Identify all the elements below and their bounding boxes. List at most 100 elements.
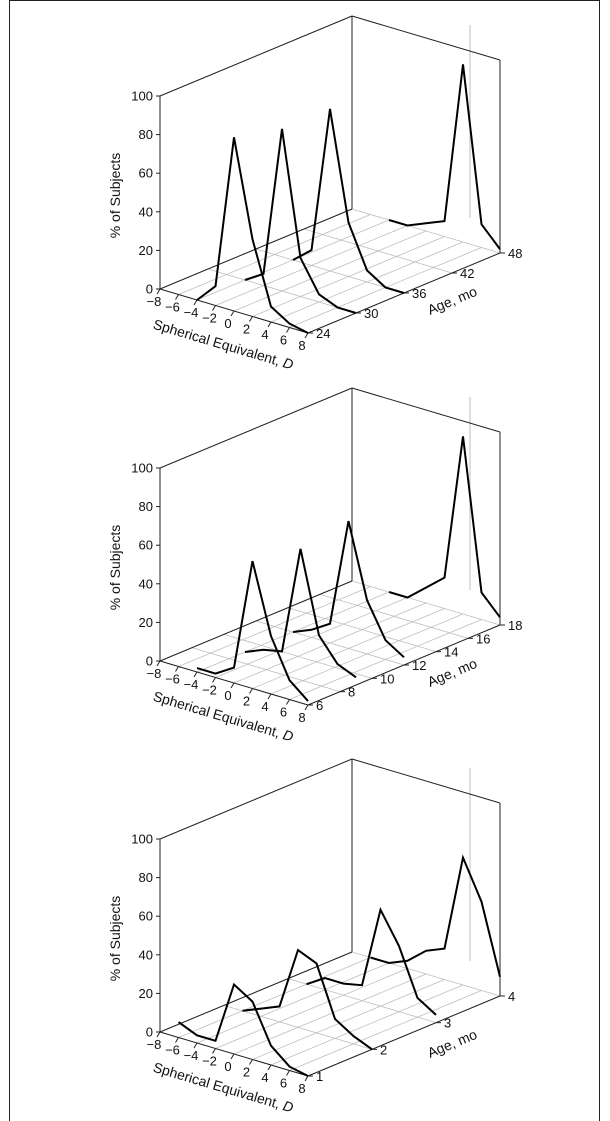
- grid-line-x: [233, 973, 427, 1055]
- grid-line-x: [215, 968, 408, 1049]
- top-diagonal-edge: [159, 387, 353, 469]
- series-line-age-1: [177, 982, 309, 1077]
- y-tick-label: 20: [139, 243, 153, 258]
- grid-line-z: [191, 647, 341, 693]
- grid-line-z: [287, 978, 437, 1024]
- floor-left-edge: [159, 580, 353, 662]
- x-tick-label: −6: [165, 1043, 180, 1058]
- series-group: [177, 854, 501, 1077]
- y-tick-label: 100: [131, 461, 153, 476]
- y-axis-label: % of Subjects: [107, 896, 123, 982]
- grid-line-x: [270, 984, 464, 1066]
- x-tick-label: −4: [184, 677, 199, 692]
- x-tick-label: 2: [243, 322, 250, 337]
- y-tick-label: 60: [139, 538, 153, 553]
- y-tick-label: 0: [146, 654, 153, 669]
- z-axis-label: Age, mo: [425, 1026, 479, 1061]
- x-tick-label: −6: [165, 672, 180, 687]
- y-tick-label: 60: [139, 166, 153, 181]
- x-tick-label: 2: [243, 1065, 250, 1080]
- y-tick-label: 60: [139, 909, 153, 924]
- x-tick: [175, 666, 179, 672]
- back-top-edge: [351, 15, 501, 61]
- grid-line-z: [319, 593, 469, 639]
- figure-frame: [9, 0, 600, 1121]
- z-tick-label: 4: [508, 989, 515, 1004]
- x-tick: [304, 704, 309, 711]
- grid-line-z: [351, 580, 501, 626]
- z-tick-label: 2: [380, 1042, 387, 1057]
- x-tick-label: 4: [261, 1070, 268, 1085]
- z-tick-label: 8: [348, 685, 355, 700]
- y-tick-label: 40: [139, 204, 153, 219]
- x-tick-label: −8: [147, 666, 162, 681]
- grid-line-x: [178, 957, 371, 1038]
- z-tick-label: 30: [364, 306, 378, 321]
- x-tick: [212, 677, 216, 683]
- x-tick-label: 0: [224, 1059, 231, 1074]
- x-tick-label: 6: [280, 333, 287, 348]
- series-line-age-30: [244, 128, 357, 314]
- x-tick: [249, 1059, 253, 1065]
- y-tick-label: 20: [139, 615, 153, 630]
- z-tick-label: 12: [412, 658, 426, 673]
- series-line-age-18: [388, 436, 501, 618]
- x-tick: [193, 671, 198, 678]
- x-tick-label: 6: [280, 1076, 287, 1091]
- grid-line-z: [223, 1004, 373, 1050]
- x-tick-label: −2: [202, 683, 217, 698]
- z-tick-label: 10: [380, 671, 394, 686]
- y-axis-label: % of Subjects: [107, 153, 123, 239]
- x-tick: [156, 288, 161, 295]
- floor-left-edge: [159, 951, 353, 1033]
- series-line-age-12: [292, 520, 405, 659]
- grid-line-z: [255, 620, 405, 666]
- grid-line-z: [255, 248, 405, 294]
- x-tick: [286, 699, 290, 705]
- z-tick-label: 24: [316, 326, 330, 341]
- x-tick: [212, 1048, 216, 1054]
- x-tick: [175, 1037, 179, 1043]
- x-tick-label: −4: [184, 305, 199, 320]
- back-top-edge: [351, 387, 501, 433]
- x-tick-label: 6: [280, 705, 287, 720]
- y-tick-label: 80: [139, 499, 153, 514]
- x-tick: [249, 688, 253, 694]
- x-tick-label: −8: [147, 294, 162, 309]
- y-tick-label: 0: [146, 1025, 153, 1040]
- series-line-age-9: [244, 548, 357, 679]
- x-tick-label: 8: [298, 710, 305, 725]
- y-tick-label: 0: [146, 282, 153, 297]
- x-tick: [193, 1042, 198, 1049]
- x-tick-label: 2: [243, 694, 250, 709]
- x-tick: [267, 693, 272, 700]
- x-tick: [193, 299, 198, 306]
- x-tick-label: −8: [147, 1037, 162, 1052]
- x-tick-label: −6: [165, 300, 180, 315]
- y-tick-label: 40: [139, 947, 153, 962]
- z-tick-label: 18: [508, 618, 522, 633]
- x-tick: [156, 1031, 161, 1038]
- series-group: [196, 436, 501, 702]
- z-tick-label: 36: [412, 286, 426, 301]
- y-tick-label: 80: [139, 870, 153, 885]
- series-line-age-6: [196, 560, 309, 702]
- grid-line-z: [207, 268, 357, 314]
- z-tick-label: 42: [460, 266, 474, 281]
- grid-line-z: [303, 228, 453, 274]
- z-axis-label: Age, mo: [425, 283, 479, 318]
- x-tick: [230, 1053, 235, 1060]
- top-diagonal-edge: [159, 758, 353, 840]
- y-axis-label: % of Subjects: [107, 525, 123, 611]
- z-tick-label: 3: [444, 1016, 451, 1031]
- z-axis: [307, 995, 501, 1077]
- series-line-age-4: [370, 854, 501, 977]
- x-tick-label: −2: [202, 311, 217, 326]
- series-line-age-2: [242, 948, 373, 1051]
- grid-line-x: [196, 962, 390, 1044]
- series-line-age-48: [388, 64, 501, 250]
- series-line-age-24: [196, 137, 309, 334]
